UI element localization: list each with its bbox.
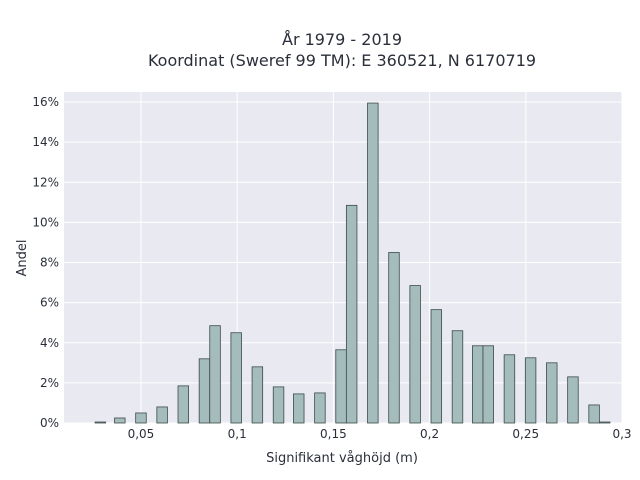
y-tick-label: 12% [32,175,59,189]
bars [94,102,611,424]
histogram-bar [177,385,189,424]
histogram-bar [409,285,421,424]
histogram-bar [388,252,400,424]
y-tick-label: 16% [32,95,59,109]
histogram-bar [430,309,443,424]
histogram-bar [209,325,221,424]
y-tick-label: 14% [32,135,59,149]
histogram-bar [156,406,168,424]
histogram-bar [588,404,600,424]
histogram-bar [198,358,211,424]
x-tick-label: 0,3 [612,427,631,441]
histogram-bar [482,345,494,424]
histogram-bar [598,421,611,424]
y-tick-label: 6% [40,296,59,310]
histogram-bar [471,345,484,424]
histogram-bar [451,330,464,424]
chart-title-line1: År 1979 - 2019 [282,30,402,49]
x-tick-label: 0,2 [420,427,439,441]
y-tick-label: 4% [40,336,59,350]
tick-labels: 0,05 0,1 0,15 0,2 0,25 0,3 0% 2% 4% 6% 8% 10% 12% 14%… [32,95,631,441]
chart-title-line2: Koordinat (Sweref 99 TM): E 360521, N 61… [148,51,536,70]
histogram-bar [135,412,147,424]
x-tick-label: 0,05 [128,427,155,441]
y-axis-label: Andel [15,240,30,277]
histogram-bar [251,366,264,424]
histogram-bar [546,362,558,424]
y-tick-label: 0% [40,416,59,430]
x-tick-label: 0,1 [228,427,247,441]
grid-lines [64,92,623,424]
y-tick-label: 8% [40,256,59,270]
x-tick-label: 0,25 [512,427,539,441]
x-tick-label: 0,15 [320,427,347,441]
x-axis-label: Signifikant våghöjd (m) [266,451,418,466]
histogram-bar [114,417,126,424]
histogram-bar [567,376,579,424]
histogram-bar [503,354,516,424]
histogram-bar [94,421,107,424]
histogram-bar [367,102,379,424]
histogram-bar [230,332,242,424]
histogram-bar [293,393,305,424]
y-tick-label: 2% [40,376,59,390]
histogram-bar [345,204,358,424]
histogram-bar [272,386,285,424]
y-tick-label: 10% [32,215,59,229]
histogram-bar [524,357,537,424]
histogram-bar [335,349,347,424]
histogram-bar [314,392,326,424]
